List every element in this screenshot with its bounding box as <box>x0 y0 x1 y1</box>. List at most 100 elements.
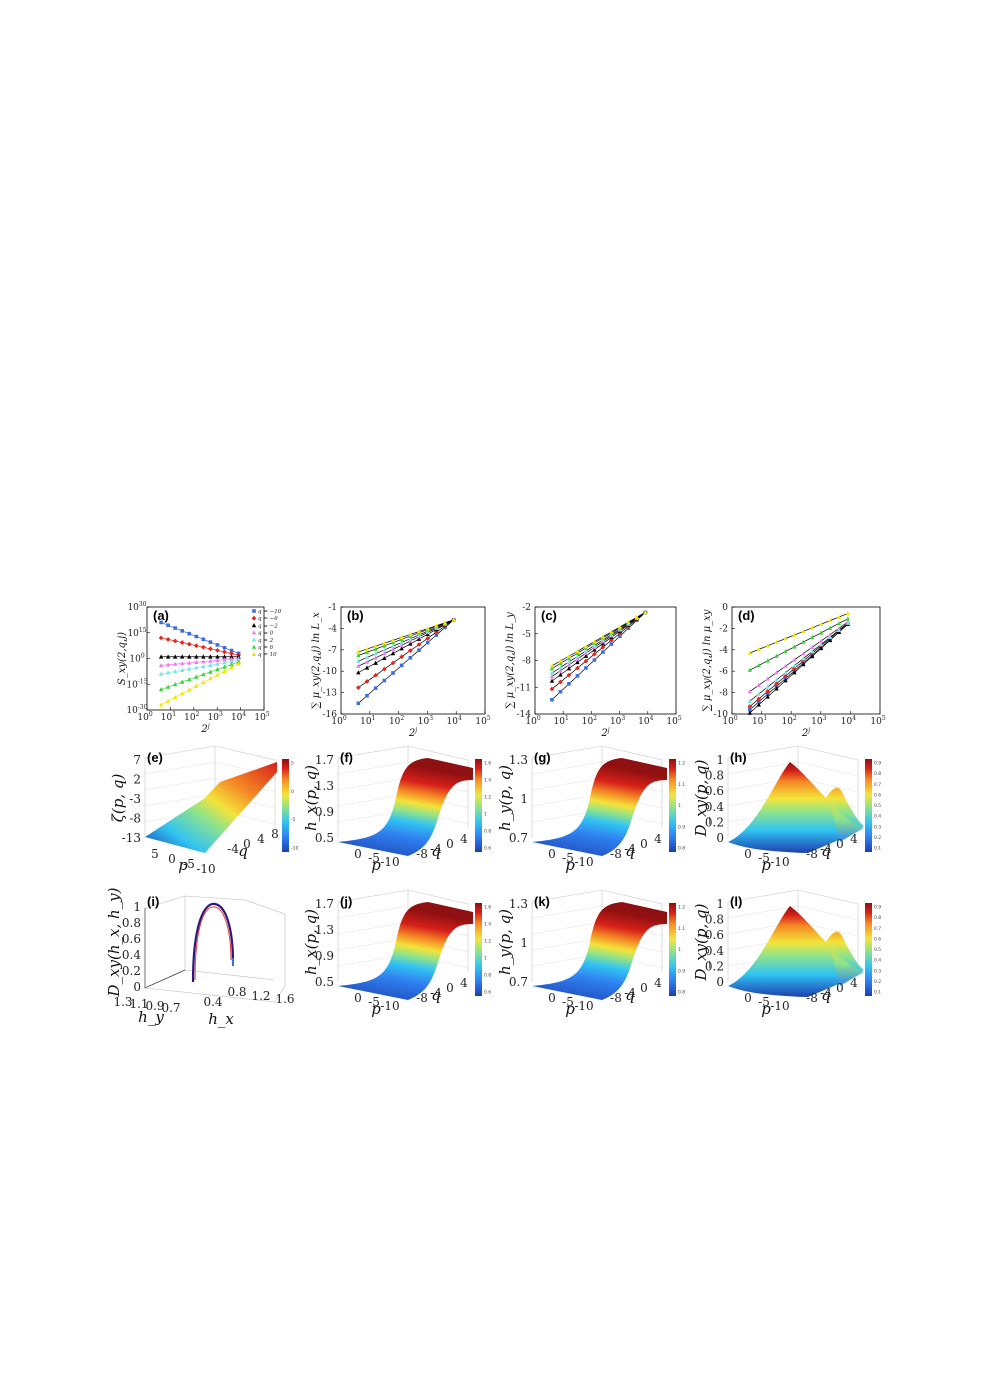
z-tick-label: 0.4 <box>705 800 724 814</box>
axis-box <box>144 908 186 989</box>
legend-marker <box>251 651 257 656</box>
panel-label: (g) <box>534 750 551 765</box>
data-point <box>373 651 378 656</box>
z-tick-label: 0.7 <box>509 975 528 989</box>
data-point <box>783 649 788 654</box>
data-point <box>408 632 413 637</box>
data-point <box>208 654 213 659</box>
gridline <box>337 761 409 775</box>
q-tick-label: -4 <box>624 842 636 856</box>
gridline <box>337 921 409 935</box>
q-tick-label: 0 <box>446 981 454 995</box>
data-point <box>201 672 206 677</box>
colorbar-tick: -10 <box>291 846 298 852</box>
data-point <box>818 621 824 627</box>
data-point <box>373 660 378 665</box>
x-tick-label: 0.8 <box>227 985 246 999</box>
data-point <box>792 632 797 637</box>
z-tick-label: 1 <box>716 897 724 911</box>
x-tick-label: 103 <box>208 711 223 723</box>
data-point <box>451 617 456 622</box>
data-point <box>558 672 563 677</box>
q-tick-label: 4 <box>460 976 468 990</box>
colorbar-tick: 1.4 <box>484 922 491 928</box>
z-axis-label: D_xy(p, q) <box>692 759 710 837</box>
data-point <box>756 647 761 652</box>
data-point <box>792 644 797 649</box>
z-tick-label: 1.7 <box>315 897 334 911</box>
data-point <box>407 648 413 654</box>
panel-f: 1.71.30.90.50-5-10-8-4048pqh_x(p, q)(f)1… <box>302 745 491 874</box>
z-tick-label: 0 <box>133 980 141 994</box>
data-point <box>194 674 199 679</box>
data-point <box>558 689 563 694</box>
data-point <box>584 666 588 670</box>
gridline <box>727 905 799 919</box>
p-tick-label: 0 <box>168 852 176 866</box>
series-line <box>749 622 849 707</box>
y-tick-label: 0.7 <box>161 1001 180 1015</box>
q-tick-label: -4 <box>820 842 832 856</box>
q-tick-label: 4 <box>850 976 858 990</box>
z-tick-label: 0.9 <box>315 805 334 819</box>
legend-entry: q = 2 <box>258 638 274 644</box>
p-tick-label: 0 <box>354 991 362 1005</box>
axis-box <box>144 987 276 1003</box>
data-point <box>165 637 171 642</box>
series-q=10 <box>747 611 851 655</box>
colorbar-tick: 0.3 <box>874 968 881 974</box>
x-tick-label: 105 <box>666 715 681 727</box>
data-point <box>172 638 178 644</box>
p-tick-label: 5 <box>151 847 159 861</box>
colorbar-tick: 0.9 <box>874 905 881 911</box>
data-point <box>765 688 771 694</box>
data-point <box>208 669 213 674</box>
z-tick-label: 0.8 <box>705 913 724 927</box>
data-point <box>201 637 206 642</box>
panel-label: (i) <box>147 894 159 909</box>
data-point <box>201 664 206 669</box>
data-point <box>165 684 171 689</box>
data-point <box>801 656 806 661</box>
data-point <box>549 674 555 679</box>
panel-label: (l) <box>730 894 742 909</box>
data-point <box>158 662 164 668</box>
legend-entry: q = −10 <box>258 609 282 615</box>
q-tick-label: 4 <box>460 832 468 846</box>
z-tick-label: 1.3 <box>509 753 528 767</box>
data-point <box>364 679 370 684</box>
z-tick-label: 0.8 <box>705 769 724 783</box>
z-axis-label: h_y(p, q) <box>496 765 514 831</box>
data-point <box>408 636 413 641</box>
data-point <box>208 662 213 668</box>
colorbar-tick: 0.8 <box>678 846 685 852</box>
y-axis-label: S_xy(2,q,j) <box>117 632 128 685</box>
y-axis-label: ∑ μ_xy(2,q,j) ln L_x <box>311 612 322 709</box>
data-point <box>391 671 395 675</box>
data-point <box>222 668 227 673</box>
series-q=10 <box>356 617 456 654</box>
colorbar-tick: 0.9 <box>678 968 685 974</box>
data-point <box>417 648 421 652</box>
colorbar-tick: 0.3 <box>874 824 881 830</box>
data-point <box>774 653 779 658</box>
data-point <box>399 634 404 640</box>
data-point <box>179 640 185 645</box>
colorbar-tick: 1.6 <box>484 905 491 911</box>
p-tick-label: -10 <box>770 999 789 1013</box>
data-point <box>747 689 753 694</box>
q-tick-label: -8 <box>610 847 622 861</box>
data-point <box>365 693 369 698</box>
data-point <box>747 667 753 672</box>
panel-label: (c) <box>541 608 557 623</box>
data-point <box>416 642 422 647</box>
x-tick-label: 0.4 <box>203 995 222 1009</box>
y-tick-label: -14 <box>517 710 532 720</box>
gridline <box>144 761 216 775</box>
q-tick-label: 8 <box>271 827 279 841</box>
data-point <box>399 654 405 660</box>
legend-marker <box>251 644 257 649</box>
colorbar-tick: 0.6 <box>874 792 881 798</box>
x-tick-label: 104 <box>638 715 653 727</box>
q-tick-label: -4 <box>624 986 636 1000</box>
